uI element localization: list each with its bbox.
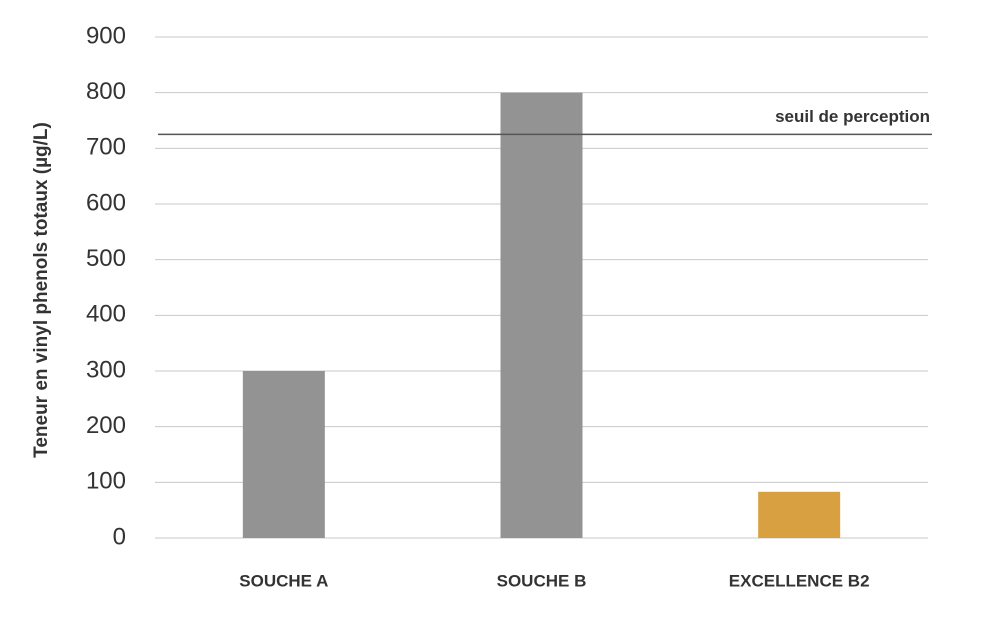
bar bbox=[758, 491, 841, 538]
y-tick-label: 0 bbox=[113, 523, 126, 550]
y-tick-label: 200 bbox=[86, 412, 126, 439]
y-tick-label: 600 bbox=[86, 189, 126, 216]
y-tick-label: 700 bbox=[86, 134, 126, 161]
y-tick-label: 800 bbox=[86, 78, 126, 105]
y-tick-label: 300 bbox=[86, 356, 126, 383]
bar bbox=[500, 92, 583, 539]
x-tick-label: EXCELLENCE B2 bbox=[729, 571, 870, 590]
y-tick-label: 400 bbox=[86, 301, 126, 328]
y-tick-label: 900 bbox=[86, 22, 126, 49]
y-axis-label: Teneur en vinyl phenols totaux (µg/L) bbox=[31, 122, 52, 458]
x-tick-label: SOUCHE B bbox=[497, 571, 587, 590]
x-tick-label: SOUCHE A bbox=[239, 571, 328, 590]
bar bbox=[242, 371, 325, 538]
reference-label: seuil de perception bbox=[775, 107, 930, 126]
y-tick-label: 500 bbox=[86, 245, 126, 272]
y-tick-label: 100 bbox=[86, 468, 126, 495]
